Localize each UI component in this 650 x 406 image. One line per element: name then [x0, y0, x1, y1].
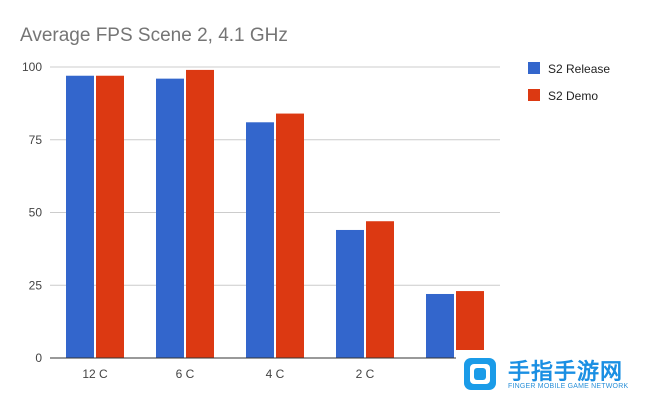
y-tick-label: 50	[29, 206, 43, 220]
bar-s2-demo	[366, 221, 394, 358]
y-tick-label: 100	[22, 60, 42, 74]
legend-swatch	[528, 89, 540, 101]
x-tick-label: 12 C	[82, 367, 108, 381]
bar-s2-release	[336, 229, 364, 358]
bar-s2-demo	[276, 113, 304, 358]
x-tick-label: 4 C	[266, 367, 285, 381]
legend-label: S2 Release	[548, 62, 610, 76]
bar-s2-demo	[96, 75, 124, 358]
bar-s2-release	[246, 122, 274, 358]
watermark: 手指手游网 FINGER MOBILE GAME NETWORK	[456, 350, 650, 401]
legend-swatch	[528, 62, 540, 74]
x-axis-ticks: 12 C 6 C 4 C 2 C	[82, 367, 374, 381]
watermark-text: 手指手游网	[508, 360, 624, 385]
legend: S2 Release S2 Demo	[528, 62, 610, 103]
chart-title: Average FPS Scene 2, 4.1 GHz	[20, 25, 288, 46]
bars	[66, 69, 484, 358]
x-tick-label: 2 C	[356, 367, 375, 381]
grid-lines	[50, 66, 500, 286]
bar-s2-demo	[186, 69, 214, 358]
watermark-subtext: FINGER MOBILE GAME NETWORK	[508, 383, 629, 390]
bar-s2-demo	[456, 291, 484, 358]
bar-s2-release	[426, 293, 454, 358]
y-axis-ticks: 0 25 50 75 100	[22, 60, 42, 365]
bar-s2-release	[156, 78, 184, 358]
y-tick-label: 25	[29, 278, 43, 292]
legend-label: S2 Demo	[548, 89, 598, 103]
y-tick-label: 0	[35, 351, 42, 365]
x-tick-label: 6 C	[176, 367, 195, 381]
bar-s2-release	[66, 75, 94, 358]
y-tick-label: 75	[29, 133, 43, 147]
watermark-logo-icon	[464, 358, 496, 390]
